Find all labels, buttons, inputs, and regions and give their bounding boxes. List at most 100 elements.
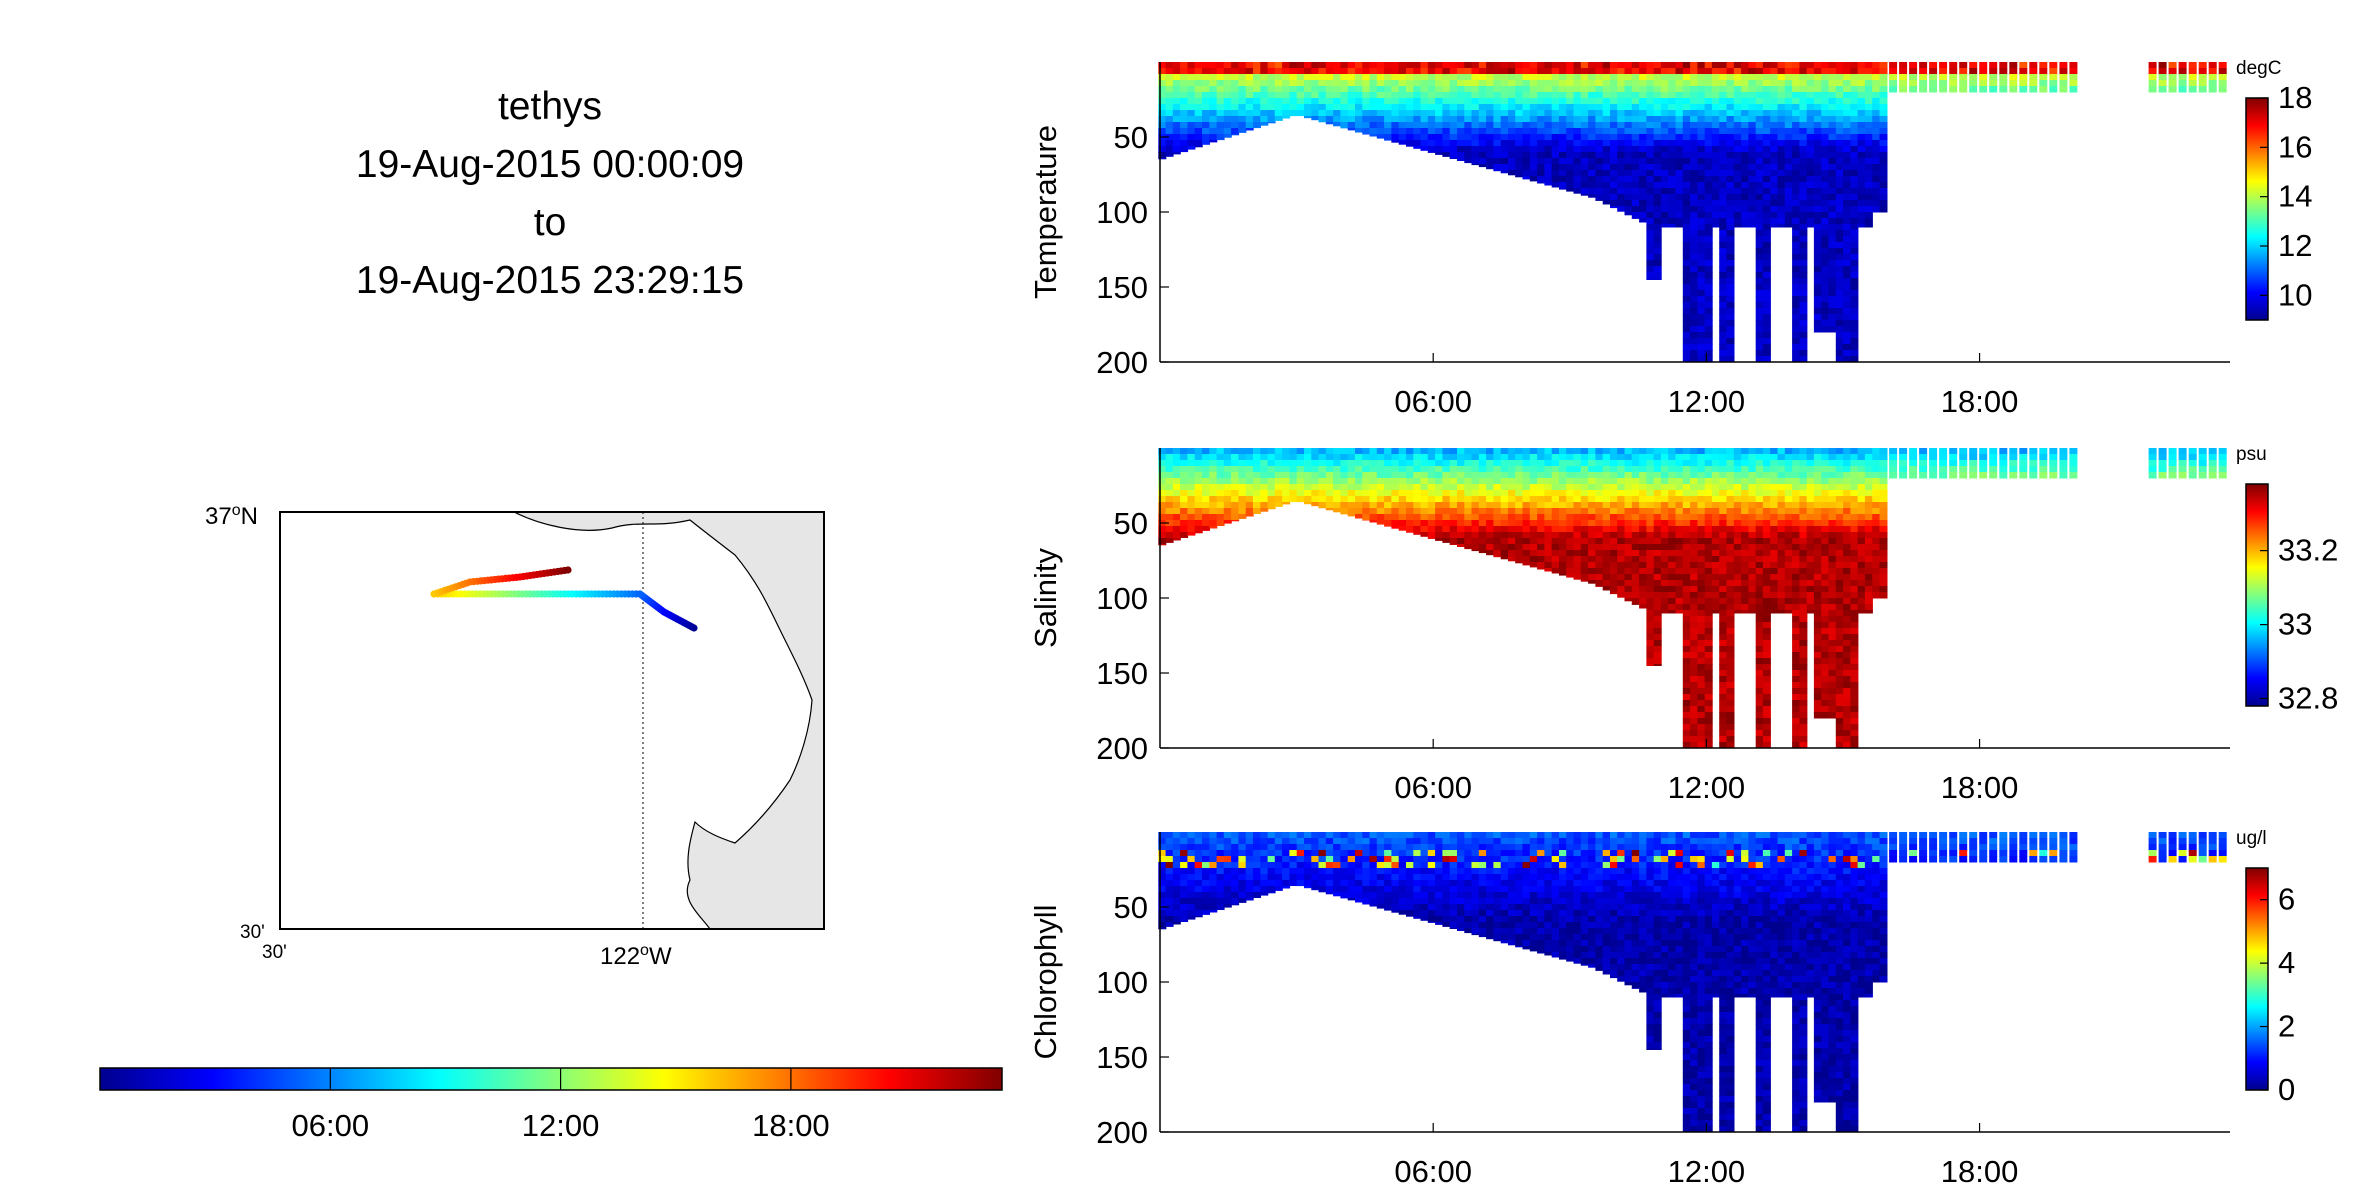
profile-cell <box>1653 448 1662 455</box>
profile-cell <box>1333 110 1342 117</box>
profile-cell <box>1559 502 1567 509</box>
profile-cell <box>1158 454 1167 461</box>
profile-cell <box>1610 586 1618 593</box>
profile-cell <box>1355 122 1363 129</box>
profile-cell <box>1639 194 1648 201</box>
profile-cell <box>1835 320 1844 327</box>
profile-cell <box>1362 502 1371 509</box>
profile-cell <box>1762 278 1771 285</box>
profile-cell <box>1784 104 1793 111</box>
profile-cell <box>1347 92 1356 99</box>
profile-cell <box>1435 484 1444 491</box>
profile-cell <box>1828 688 1837 695</box>
profile-cell <box>1719 490 1728 497</box>
profile-cell <box>1777 170 1786 177</box>
profile-cell <box>1726 586 1735 593</box>
profile-cell <box>1660 170 1669 177</box>
profile-cell <box>1362 460 1371 467</box>
profile-cell <box>1311 68 1320 75</box>
profile-cell <box>1508 538 1516 545</box>
profile-cell <box>1566 116 1575 123</box>
profile-cell <box>1770 176 1779 183</box>
x-tick-label: 12:00 <box>1668 384 1746 419</box>
profile-cell <box>1180 454 1189 461</box>
profile-cell <box>1690 344 1699 351</box>
profile-cell <box>1653 520 1662 527</box>
profile-cell <box>1799 484 1808 491</box>
profile-cell <box>1537 544 1546 551</box>
y-tick-label: 150 <box>1096 270 1148 305</box>
profile-cell <box>1813 466 1822 473</box>
profile-cell <box>1471 146 1480 153</box>
profile-cell <box>1726 646 1735 653</box>
profile-cell <box>1711 598 1720 605</box>
profile-cell <box>1726 92 1735 99</box>
profile-cell <box>1733 484 1742 491</box>
profile-cell <box>1223 62 1232 69</box>
profile-cell <box>1442 140 1451 147</box>
profile-cell <box>1741 520 1750 527</box>
profile-cell <box>1610 562 1618 569</box>
profile-cell <box>1733 550 1742 557</box>
profile-cell <box>1202 110 1210 117</box>
profile-cell <box>1770 574 1779 581</box>
profile-cell <box>1821 628 1830 635</box>
profile-cell <box>2218 86 2227 93</box>
profile-cell <box>1610 146 1618 153</box>
profile-cell <box>1165 460 1174 467</box>
profile-cell <box>1864 62 1873 69</box>
profile-cell <box>1646 128 1655 135</box>
profile-cell <box>1697 344 1706 351</box>
profile-cell <box>1384 62 1393 69</box>
profile-cell <box>2168 68 2177 75</box>
profile-cell <box>1551 514 1560 521</box>
profile-cell <box>1828 278 1837 285</box>
profile-cell <box>1792 344 1801 351</box>
profile-cell <box>1238 448 1247 455</box>
profile-cell <box>1711 526 1720 533</box>
profile-cell <box>1362 508 1371 515</box>
profile-cell <box>1588 74 1597 81</box>
profile-cell <box>1792 320 1801 327</box>
profile-cell <box>1864 520 1873 527</box>
profile-cell <box>1835 550 1844 557</box>
profile-cell <box>1690 350 1699 357</box>
profile-cell <box>1304 484 1312 491</box>
profile-cell <box>1741 200 1750 207</box>
profile-cell <box>1733 610 1742 614</box>
profile-cell <box>1864 592 1873 599</box>
profile-cell <box>1733 176 1742 183</box>
profile-cell <box>1413 104 1422 111</box>
profile-cell <box>1843 496 1852 503</box>
profile-cell <box>1682 302 1691 309</box>
profile-cell <box>1726 682 1735 689</box>
profile-cell <box>1544 92 1553 99</box>
profile-cell <box>1770 86 1779 93</box>
profile-cell <box>1537 128 1546 135</box>
profile-cell <box>1828 80 1837 87</box>
profile-cell <box>1668 194 1677 201</box>
profile-cell <box>1529 520 1538 527</box>
profile-cell <box>1660 80 1669 87</box>
profile-cell <box>1872 74 1881 81</box>
profile-cell <box>1682 350 1691 357</box>
profile-cell <box>1624 478 1633 485</box>
profile-cell <box>1704 62 1713 69</box>
profile-cell <box>1755 688 1764 695</box>
profile-cell <box>1631 460 1640 467</box>
profile-cell <box>1872 104 1881 111</box>
profile-cell <box>1799 332 1808 339</box>
profile-cell <box>1478 454 1487 461</box>
profile-cell <box>1857 104 1866 111</box>
profile-cell <box>1551 454 1560 461</box>
profile-cell <box>1806 586 1815 593</box>
profile-cell <box>1690 490 1699 497</box>
profile-cell <box>1697 98 1706 105</box>
profile-cell <box>1675 62 1684 69</box>
profile-cell <box>1398 466 1407 473</box>
profile-cell <box>1158 496 1167 503</box>
profile-cell <box>1508 514 1516 521</box>
profile-cell <box>1828 314 1837 321</box>
profile-cell <box>1537 454 1546 461</box>
profile-cell <box>1850 236 1859 243</box>
